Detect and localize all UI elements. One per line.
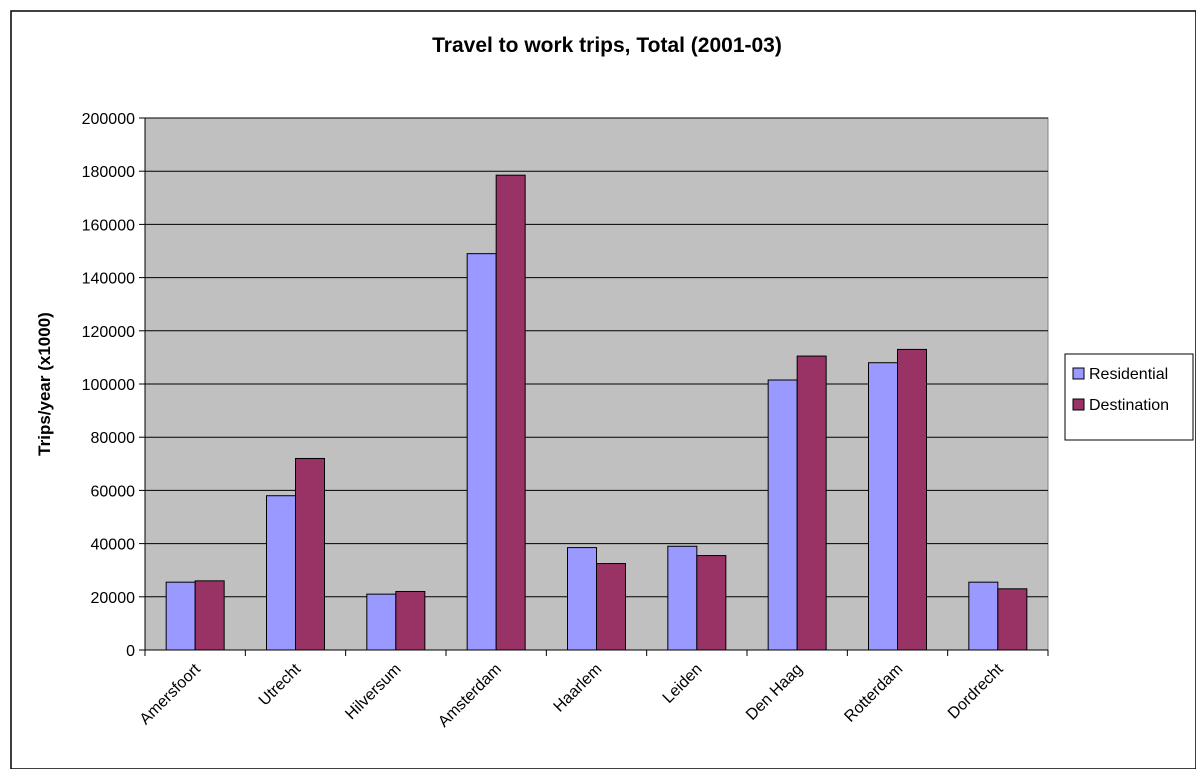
y-axis-label: Trips/year (x1000)	[35, 312, 54, 456]
bar-destination-utrecht	[295, 457, 325, 651]
bar-destination-leiden	[696, 555, 727, 651]
bar-residential-dordrecht	[968, 581, 999, 651]
bar-residential-utrecht	[266, 495, 296, 651]
bar-residential-amersfoort	[165, 581, 196, 651]
bar-destination-rotterdam	[897, 348, 927, 651]
axes	[139, 117, 1049, 656]
bar-destination-amersfoort	[194, 580, 225, 651]
legend-entry: Destination	[1089, 397, 1169, 414]
legend-swatch	[1072, 367, 1085, 380]
bar-destination-den-haag	[796, 355, 827, 651]
legend-box	[1064, 353, 1194, 441]
bar-destination-amsterdam	[495, 174, 526, 651]
y-tick-label: 160000	[82, 217, 135, 234]
bar-destination-dordrecht	[997, 588, 1028, 651]
bars	[165, 174, 1028, 651]
y-tick-label: 80000	[91, 430, 136, 447]
y-tick-labels: 0 20000 40000 60000 80000 100000 120000 140000 1…	[82, 111, 135, 660]
y-tick-label: 140000	[82, 271, 135, 288]
legend-entry: Residential	[1089, 366, 1168, 383]
bar-destination-hilversum	[395, 590, 426, 651]
y-tick-label: 200000	[82, 111, 135, 128]
y-tick-label: 120000	[82, 324, 135, 341]
chart-title: Travel to work trips, Total (2001-03)	[432, 34, 782, 57]
y-tick-label: 180000	[82, 164, 135, 181]
bar-residential-hilversum	[366, 593, 397, 651]
bar-destination-haarlem	[596, 563, 626, 651]
bar-residential-leiden	[667, 545, 698, 651]
legend: Residential Destination	[1064, 353, 1194, 441]
y-tick-label: 40000	[91, 537, 136, 554]
bar-residential-den-haag	[767, 379, 798, 651]
bar-residential-rotterdam	[868, 362, 898, 651]
bar-residential-amsterdam	[466, 253, 497, 651]
bar-residential-haarlem	[567, 547, 597, 651]
y-tick-label: 100000	[82, 377, 135, 394]
y-tick-label: 20000	[91, 590, 136, 607]
y-tick-label: 0	[126, 643, 135, 660]
y-tick-label: 60000	[91, 483, 136, 500]
legend-swatch	[1072, 398, 1085, 411]
